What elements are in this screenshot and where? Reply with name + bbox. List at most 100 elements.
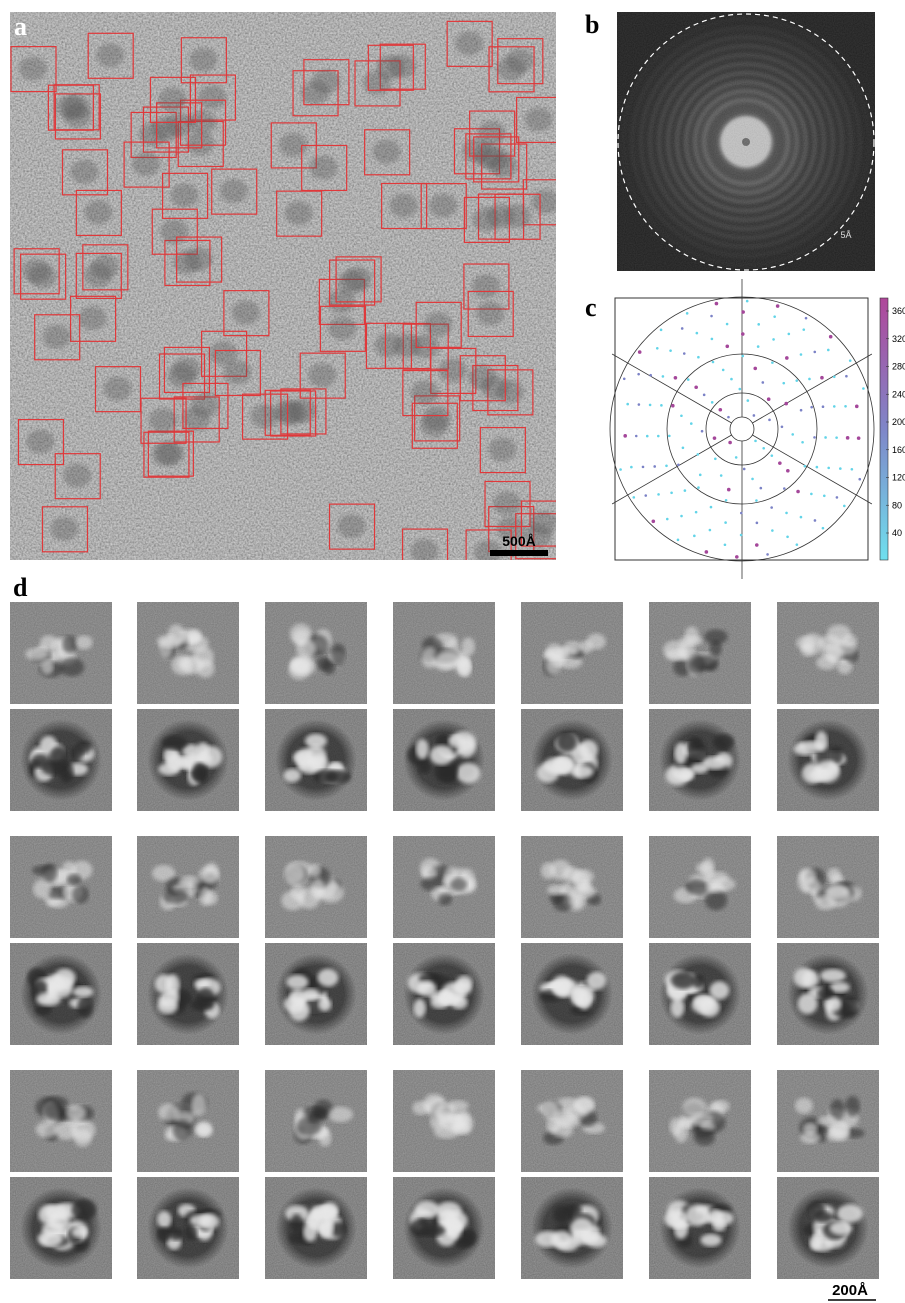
density: [674, 1122, 688, 1143]
view-dot: [771, 454, 774, 457]
view-dot: [836, 496, 839, 499]
density: [199, 866, 219, 884]
view-dot: [776, 304, 780, 308]
view-dot: [724, 543, 727, 546]
density: [189, 630, 202, 644]
particle: [285, 201, 313, 225]
density: [178, 658, 190, 669]
view-dot: [725, 345, 729, 349]
view-dot: [632, 496, 635, 499]
view-dot: [741, 355, 744, 358]
density: [185, 1225, 198, 1240]
view-dot: [671, 404, 675, 408]
colorbar-tick-label: 280: [892, 362, 905, 372]
density: [163, 889, 188, 904]
density: [284, 769, 301, 783]
density: [826, 1129, 850, 1141]
particle: [472, 274, 500, 298]
view-dot: [694, 385, 698, 389]
particle: [156, 441, 184, 465]
particle: [488, 438, 516, 462]
particle: [70, 160, 98, 184]
panel-label: a: [14, 12, 27, 41]
view-dot: [804, 465, 807, 468]
density: [418, 761, 431, 774]
view-dot: [773, 315, 776, 318]
view-dot: [822, 405, 825, 408]
density: [47, 982, 72, 998]
density: [40, 635, 57, 650]
density: [41, 761, 65, 775]
particle: [84, 263, 112, 287]
view-dot: [843, 505, 846, 508]
view-dot: [771, 361, 774, 364]
particle: [312, 70, 340, 94]
view-dot: [662, 375, 665, 378]
scale-label: 200Å: [832, 1282, 868, 1299]
density: [810, 1235, 822, 1250]
density: [845, 1096, 860, 1117]
density: [62, 636, 77, 653]
particle: [376, 55, 404, 79]
colorbar-tick-label: 80: [892, 500, 902, 510]
view-dot: [800, 516, 803, 519]
density: [33, 879, 51, 898]
particle: [308, 363, 336, 387]
view-dot: [660, 329, 663, 332]
density: [691, 763, 708, 773]
view-dot: [649, 374, 652, 377]
colorbar-tick-label: 160: [892, 445, 905, 455]
density: [563, 641, 582, 653]
colorbar-ticks: 3603202802402001601208040: [886, 306, 905, 538]
view-dot: [626, 403, 629, 406]
density: [317, 969, 338, 987]
particle: [424, 312, 452, 336]
particle: [132, 152, 160, 176]
view-dot: [657, 435, 660, 438]
density: [60, 658, 84, 677]
view-dot: [665, 464, 668, 467]
density: [586, 972, 606, 990]
density: [569, 896, 581, 907]
view-dot: [727, 488, 731, 492]
density: [415, 1201, 440, 1218]
density: [303, 1106, 329, 1117]
view-dot: [813, 351, 816, 354]
view-dot: [743, 468, 746, 471]
view-dot: [783, 487, 786, 490]
density: [820, 969, 846, 982]
view-dot: [726, 323, 729, 326]
view-dot: [795, 379, 798, 382]
density: [815, 731, 828, 751]
particle: [103, 377, 131, 401]
density: [67, 874, 81, 886]
view-dot: [686, 312, 689, 315]
density: [44, 1102, 64, 1120]
view-dot: [741, 332, 745, 336]
scale-label: 500Å: [502, 533, 535, 549]
view-dot: [711, 401, 714, 404]
density: [72, 1199, 97, 1221]
density: [686, 1205, 709, 1227]
particle: [472, 207, 500, 231]
density: [450, 878, 467, 891]
density: [664, 1210, 689, 1228]
view-dot: [714, 458, 717, 461]
view-dot: [725, 499, 728, 502]
density: [291, 658, 316, 675]
density: [72, 1227, 87, 1237]
colorbar-tick-label: 360: [892, 306, 905, 316]
particle: [482, 147, 510, 171]
density: [75, 635, 92, 649]
view-dot: [746, 300, 749, 303]
particle: [338, 514, 366, 538]
panel-label: d: [13, 573, 28, 602]
view-dot: [786, 469, 790, 473]
class-tile: [10, 836, 112, 938]
density: [699, 998, 719, 1017]
view-dot: [740, 512, 743, 515]
density: [314, 770, 338, 784]
particle: [476, 301, 504, 325]
view-dot: [660, 404, 663, 407]
density: [837, 1204, 863, 1222]
